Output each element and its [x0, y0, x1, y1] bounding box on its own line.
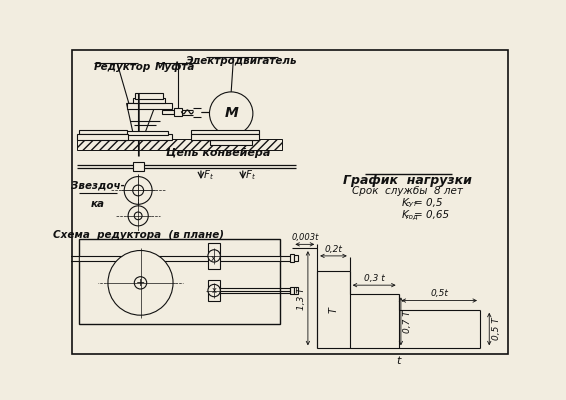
- Bar: [290, 287, 294, 294]
- Text: 1,3 T: 1,3 T: [297, 287, 306, 310]
- Text: Цепь конвейера: Цепь конвейера: [166, 148, 270, 158]
- Bar: [133, 98, 165, 104]
- Text: t: t: [396, 356, 401, 366]
- Circle shape: [134, 277, 147, 289]
- Text: год: год: [406, 213, 418, 219]
- Text: T: T: [328, 307, 338, 313]
- Text: 0,5 T: 0,5 T: [492, 318, 500, 340]
- Bar: [210, 140, 252, 145]
- Text: F$_t$: F$_t$: [245, 168, 256, 182]
- Text: 0,3 t: 0,3 t: [364, 274, 384, 283]
- Bar: [208, 280, 220, 301]
- Bar: [135, 93, 163, 99]
- Bar: [77, 139, 282, 150]
- Circle shape: [134, 212, 142, 220]
- Text: Схема  редуктора  (в плане): Схема редуктора (в плане): [53, 230, 224, 240]
- Bar: [79, 239, 280, 324]
- Text: = 0,5: = 0,5: [414, 198, 443, 208]
- Text: Звездоч-: Звездоч-: [71, 180, 125, 190]
- Circle shape: [124, 176, 152, 204]
- Polygon shape: [127, 104, 156, 139]
- Text: = 0,65: = 0,65: [414, 210, 449, 220]
- Text: K: K: [402, 198, 409, 208]
- Circle shape: [208, 284, 220, 297]
- Text: K: K: [402, 210, 409, 220]
- Bar: [113, 134, 172, 140]
- Text: 0,2t: 0,2t: [324, 244, 342, 254]
- Bar: [174, 108, 182, 116]
- Text: М: М: [224, 106, 238, 120]
- Text: Муфта: Муфта: [155, 62, 196, 72]
- Circle shape: [208, 250, 220, 262]
- Text: F$_t$: F$_t$: [203, 168, 215, 182]
- Bar: [208, 243, 220, 269]
- Bar: [191, 130, 259, 134]
- Bar: [162, 110, 174, 114]
- Bar: [207, 135, 256, 140]
- Bar: [79, 130, 127, 134]
- Circle shape: [209, 92, 253, 135]
- Text: График  нагрузки: График нагрузки: [344, 174, 472, 186]
- Bar: [117, 131, 169, 135]
- Bar: [77, 134, 128, 140]
- Bar: [133, 162, 144, 171]
- Text: 0,5t: 0,5t: [430, 289, 448, 298]
- Text: x: x: [212, 286, 217, 295]
- Text: +: +: [136, 278, 145, 288]
- Text: Электродвигатель: Электродвигатель: [186, 56, 297, 66]
- Text: x: x: [211, 254, 216, 263]
- Bar: [127, 104, 171, 109]
- Bar: [79, 256, 280, 260]
- Text: Срок  службы  8 лет: Срок службы 8 лет: [353, 186, 464, 196]
- Bar: [61, 255, 65, 261]
- Circle shape: [108, 250, 173, 315]
- Text: сут: сут: [406, 201, 418, 207]
- Text: Редуктор: Редуктор: [94, 62, 151, 72]
- Circle shape: [128, 206, 148, 226]
- Text: 0,7 T: 0,7 T: [403, 310, 412, 333]
- Bar: [294, 288, 298, 294]
- Bar: [191, 134, 259, 140]
- Bar: [290, 254, 294, 262]
- Circle shape: [133, 185, 144, 196]
- Text: 0,003t: 0,003t: [291, 233, 319, 242]
- Text: ка: ка: [91, 199, 105, 209]
- Bar: [294, 255, 298, 261]
- Bar: [65, 254, 68, 262]
